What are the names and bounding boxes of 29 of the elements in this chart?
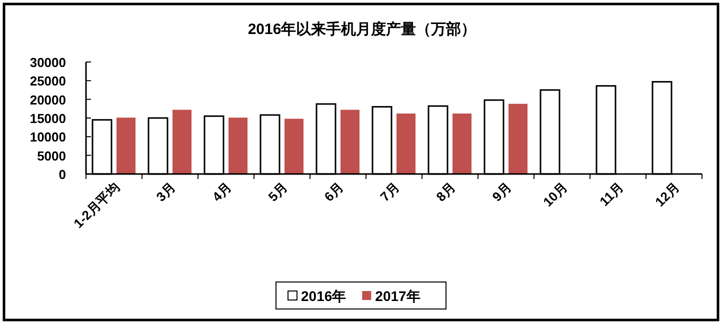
x-tick-label: 1-2月平均 (70, 180, 122, 231)
y-tick-label: 5000 (37, 148, 66, 164)
bar (228, 118, 248, 174)
bar (508, 104, 528, 174)
legend-label: 2016年 (301, 288, 346, 304)
x-tick-label: 10月 (540, 180, 570, 210)
y-tick-label: 30000 (30, 55, 66, 70)
y-tick-label: 10000 (30, 130, 66, 145)
bar (452, 114, 472, 174)
bar (284, 118, 304, 174)
chart-title: 2016年以来手机月度产量（万部） (248, 20, 476, 38)
bar (116, 118, 136, 174)
y-tick-label: 15000 (30, 111, 66, 126)
bar (172, 110, 192, 174)
bar (340, 110, 360, 174)
x-tick-label: 11月 (596, 180, 626, 210)
x-tick-label: 8月 (433, 180, 458, 204)
x-tick-label: 4月 (209, 180, 234, 204)
legend-label: 2017年 (375, 288, 420, 304)
x-tick-label: 7月 (377, 180, 402, 204)
x-tick-label: 3月 (153, 180, 178, 204)
y-tick-label: 0 (58, 167, 66, 182)
x-tick-label: 9月 (489, 180, 514, 204)
bar (396, 114, 416, 174)
x-tick-label: 12月 (652, 180, 682, 210)
y-tick-label: 25000 (30, 74, 66, 89)
y-tick-label: 20000 (30, 92, 66, 108)
x-tick-label: 6月 (321, 180, 346, 204)
x-tick-label: 5月 (265, 180, 290, 204)
